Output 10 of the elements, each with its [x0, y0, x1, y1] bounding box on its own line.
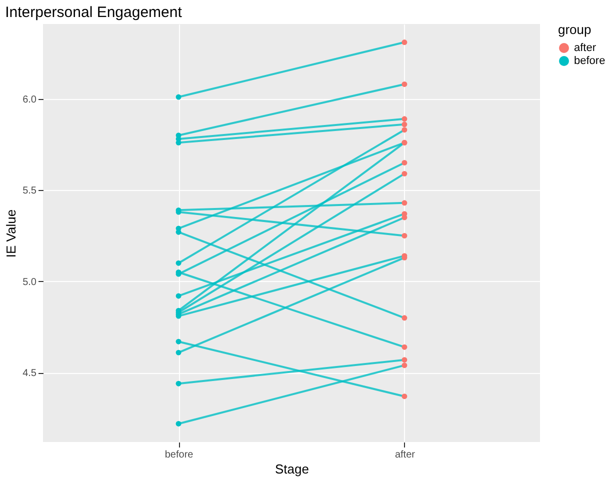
legend-title: group: [558, 22, 592, 37]
legend-label: after: [574, 42, 596, 54]
x-axis-title: Stage: [275, 462, 309, 476]
legend-label: before: [574, 55, 606, 67]
y-tick-label: 6.0: [22, 94, 37, 106]
chart-title: Interpersonal Engagement: [5, 4, 183, 21]
y-tick-label: 5.0: [22, 276, 37, 288]
y-tick-label: 5.5: [22, 186, 37, 197]
y-axis-title: IE Value: [4, 209, 19, 258]
y-tick-label: 4.5: [22, 368, 37, 380]
